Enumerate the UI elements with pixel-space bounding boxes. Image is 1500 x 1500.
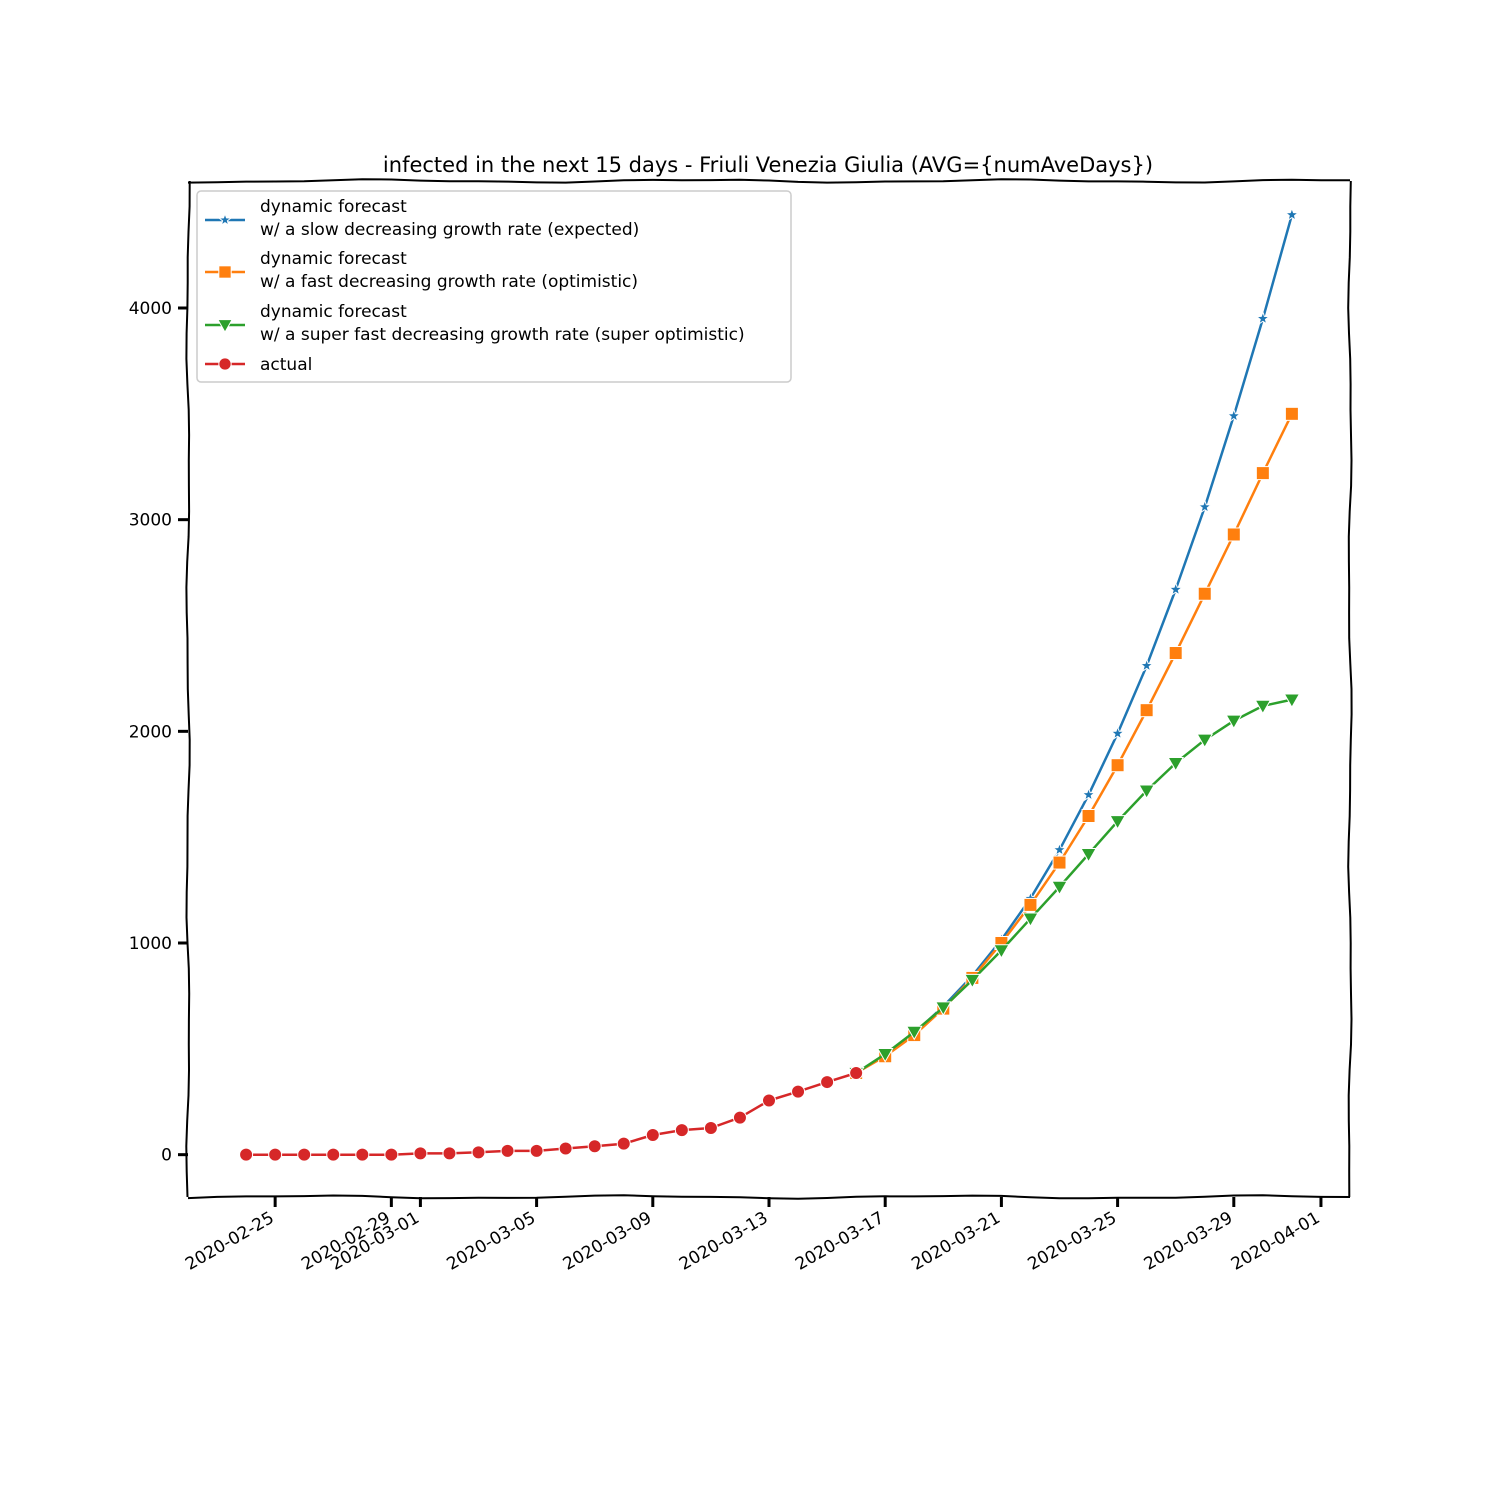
data-point-circle — [471, 1145, 486, 1160]
data-point-circle — [413, 1146, 428, 1161]
y-tick-label: 4000 — [129, 299, 172, 319]
data-point-circle — [587, 1139, 602, 1154]
legend-label: actual — [260, 355, 312, 375]
data-point-circle — [239, 1147, 254, 1162]
data-point-triangle-down — [963, 973, 981, 989]
data-point-star — [1139, 657, 1155, 673]
data-point-star — [217, 212, 233, 227]
data-point-circle — [268, 1147, 283, 1162]
data-point-triangle-down — [1196, 733, 1214, 749]
data-point-circle — [645, 1127, 660, 1142]
data-point-square — [1110, 758, 1125, 773]
data-point-circle — [218, 357, 232, 371]
data-point-star — [1197, 499, 1213, 514]
series-line — [855, 698, 1293, 1075]
data-point-star — [1081, 786, 1097, 802]
y-axis: 0 1000 2000 3000 4000 — [129, 299, 188, 1166]
y-tick-label: 0 — [161, 1146, 172, 1166]
data-point-circle — [442, 1146, 457, 1161]
data-point-circle — [849, 1065, 864, 1080]
series-layer — [239, 206, 1301, 1162]
data-point-circle — [558, 1141, 573, 1156]
data-point-triangle-down — [905, 1025, 923, 1041]
data-point-square — [1052, 855, 1067, 870]
data-point-star — [1255, 310, 1271, 325]
y-tick-label: 1000 — [129, 934, 172, 954]
data-point-square — [1226, 527, 1241, 542]
legend-box — [196, 190, 792, 383]
data-point-triangle-down — [1051, 880, 1068, 896]
data-point-circle — [384, 1147, 399, 1162]
data-point-triangle-down — [1138, 784, 1156, 800]
data-point-triangle-down — [1109, 815, 1126, 830]
data-point-square — [1023, 897, 1038, 912]
data-point-star — [1226, 407, 1242, 423]
data-point-circle — [326, 1147, 341, 1162]
data-point-triangle-down — [1167, 756, 1185, 772]
data-point-circle — [820, 1075, 835, 1090]
data-point-circle — [732, 1110, 747, 1125]
legend-label: dynamic forecast w/ a fast decreasing gro… — [260, 249, 638, 292]
data-point-square — [1081, 809, 1096, 823]
data-point-circle — [791, 1084, 806, 1099]
data-point-circle — [703, 1120, 718, 1135]
data-point-circle — [500, 1143, 515, 1158]
data-point-star — [1284, 206, 1300, 222]
data-point-triangle-down — [217, 319, 233, 334]
legend-label: dynamic forecast w/ a super fast decreasi… — [260, 302, 745, 345]
data-point-triangle-down — [1080, 847, 1097, 863]
data-point-circle — [529, 1143, 544, 1158]
data-point-triangle-down — [1225, 714, 1243, 730]
data-point-circle — [674, 1123, 689, 1138]
series-line — [855, 413, 1294, 1075]
data-point-square — [218, 265, 232, 279]
data-point-triangle-down — [1283, 693, 1301, 709]
data-point-square — [1139, 703, 1154, 718]
legend-label: dynamic forecast w/ a slow decreasing gro… — [260, 197, 639, 240]
data-point-square — [1284, 406, 1299, 421]
data-point-circle — [297, 1147, 312, 1162]
series-group — [239, 1065, 864, 1162]
legend: dynamic forecast w/ a slow decreasing gro… — [196, 190, 792, 383]
y-tick-label: 2000 — [129, 722, 172, 742]
series-group — [847, 693, 1301, 1082]
data-point-triangle-down — [1254, 699, 1272, 715]
data-point-star — [1168, 581, 1184, 596]
data-point-triangle-down — [993, 944, 1010, 959]
data-point-triangle-down — [1022, 912, 1039, 928]
data-point-circle — [762, 1093, 776, 1108]
series-line — [246, 1071, 857, 1156]
data-point-circle — [355, 1147, 370, 1162]
y-tick-label: 3000 — [129, 511, 172, 531]
data-point-circle — [616, 1136, 631, 1151]
data-point-triangle-down — [934, 1001, 952, 1017]
data-point-square — [1168, 646, 1183, 661]
data-point-triangle-down — [876, 1048, 894, 1063]
plot-frame — [185, 178, 1353, 1200]
data-point-square — [1255, 466, 1270, 481]
chart-title: infected in the next 15 days - Friuli Ve… — [383, 153, 1153, 177]
data-point-star — [1110, 725, 1126, 740]
data-point-star — [1051, 841, 1068, 857]
data-point-square — [1197, 586, 1212, 601]
